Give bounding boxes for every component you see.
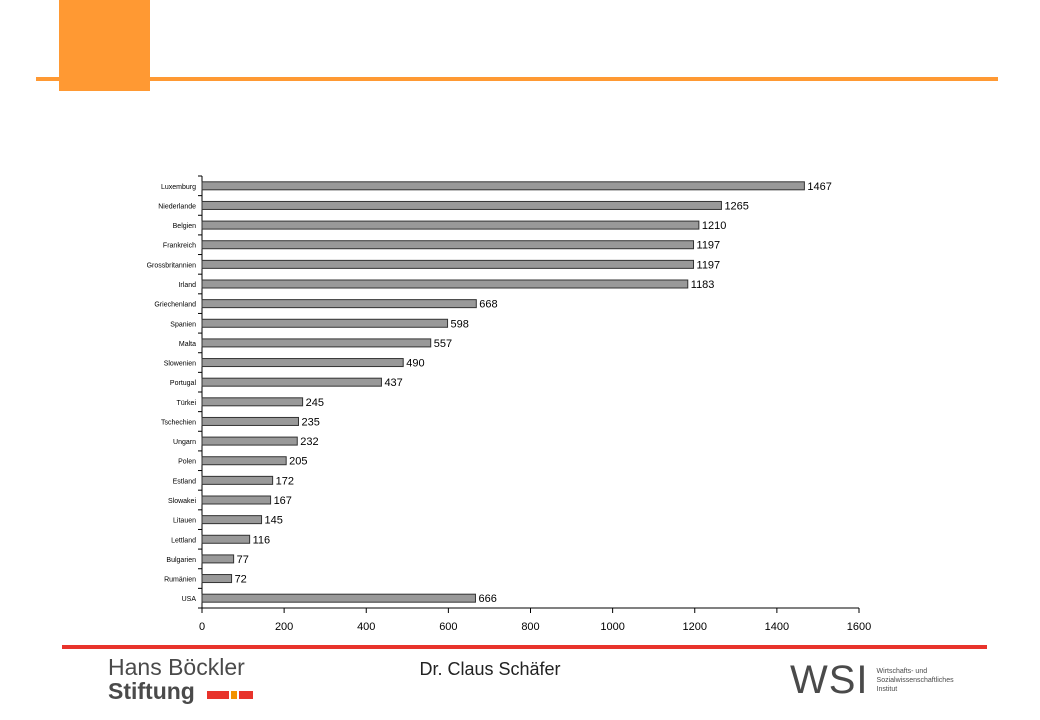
x-tick-label: 600	[439, 621, 457, 633]
data-label: 1467	[807, 181, 831, 193]
orange-corner-block	[59, 0, 150, 91]
bar	[201, 259, 695, 269]
data-label: 1197	[697, 259, 721, 271]
category-label: Rumänien	[164, 577, 196, 584]
data-label: 116	[253, 534, 271, 546]
bar	[201, 436, 298, 446]
data-label: 1210	[702, 220, 726, 232]
data-label: 598	[451, 318, 469, 330]
bar	[201, 456, 287, 466]
bar	[201, 397, 304, 407]
x-tick-label: 0	[199, 621, 205, 633]
bar	[201, 515, 263, 525]
category-label: Grossbritannien	[147, 262, 197, 269]
bar-chart: 0 200 400 600 800 1000 1200 1400 1600 Luxemburg 14…	[147, 175, 871, 633]
category-label: Tschechien	[161, 419, 196, 426]
data-label: 490	[406, 358, 424, 370]
plot-area: 0 200 400 600 800 1000 1200 1400 1600 Luxemburg 14…	[147, 175, 871, 633]
category-label: Ungarn	[173, 439, 196, 446]
footer-rule	[62, 645, 987, 649]
data-label: 437	[384, 377, 402, 389]
x-tick-label: 1200	[683, 621, 707, 633]
category-label: Türkei	[177, 400, 197, 407]
x-tick-label: 800	[521, 621, 539, 633]
bar	[201, 200, 722, 210]
data-label: 235	[301, 416, 319, 428]
wsi-logo-sub1: Wirtschafts- und	[876, 667, 928, 675]
bar	[201, 220, 700, 230]
data-label: 232	[300, 436, 318, 448]
category-label: Niederlande	[158, 203, 196, 210]
hans-boeckler-logo-line2: Stiftung	[108, 678, 195, 704]
bar	[201, 475, 274, 485]
x-tick-label: 1000	[600, 621, 624, 633]
x-tick-label: 400	[357, 621, 375, 633]
x-tick-label: 1400	[765, 621, 789, 633]
category-label: Litauen	[173, 518, 196, 525]
header-rule	[36, 77, 998, 81]
wsi-logo: WSI Wirtschafts- und Sozialwissenschaftl…	[790, 660, 954, 700]
data-label: 245	[306, 397, 324, 409]
x-tick-label: 200	[275, 621, 293, 633]
bar	[201, 377, 382, 387]
bar	[201, 318, 449, 328]
wsi-logo-letters: WSI	[790, 658, 869, 702]
category-label: Spanien	[170, 321, 196, 328]
hans-boeckler-logo-line1: Hans Böckler	[108, 654, 245, 680]
data-label: 77	[237, 554, 249, 566]
category-label: Polen	[178, 459, 196, 466]
data-label: 167	[274, 495, 292, 507]
data-label: 666	[478, 593, 496, 605]
bar	[201, 574, 233, 584]
category-label: Estland	[173, 478, 196, 485]
category-label: Luxemburg	[161, 184, 196, 191]
wsi-logo-sub3: Institut	[876, 685, 898, 693]
bar	[201, 593, 476, 603]
bar	[201, 358, 404, 368]
category-label: USA	[182, 596, 197, 603]
data-label: 205	[289, 456, 307, 468]
bar	[201, 554, 235, 564]
data-label: 172	[276, 475, 294, 487]
category-label: Belgien	[173, 223, 196, 230]
category-label: Malta	[179, 341, 196, 348]
category-label: Portugal	[170, 380, 197, 387]
presenter-name: Dr. Claus Schäfer	[419, 659, 561, 679]
bar	[201, 534, 251, 544]
data-label: 1183	[691, 279, 715, 291]
category-label: Slowakei	[168, 498, 196, 505]
bar	[201, 416, 299, 426]
bar	[201, 240, 695, 250]
category-label: Frankreich	[163, 243, 196, 250]
data-label: 668	[479, 299, 497, 311]
bar	[201, 299, 477, 309]
data-label: 145	[265, 515, 283, 527]
bar	[201, 181, 805, 191]
data-label: 1265	[724, 200, 748, 212]
category-label: Slowenien	[164, 361, 196, 368]
bar	[201, 338, 432, 348]
data-label: 1197	[697, 240, 721, 252]
data-label: 72	[235, 574, 247, 586]
bar	[201, 495, 272, 505]
logo-mark-icon	[207, 681, 254, 705]
category-label: Bulgarien	[166, 557, 196, 564]
category-label: Griechenland	[154, 302, 196, 309]
bar	[201, 279, 689, 289]
data-label: 557	[434, 338, 452, 350]
hans-boeckler-logo: Hans Böckler Stiftung	[108, 654, 254, 705]
wsi-logo-sub2: Sozialwissenschaftliches	[876, 676, 954, 684]
category-label: Lettland	[171, 537, 196, 544]
x-tick-label: 1600	[847, 621, 871, 633]
category-label: Irland	[178, 282, 196, 289]
